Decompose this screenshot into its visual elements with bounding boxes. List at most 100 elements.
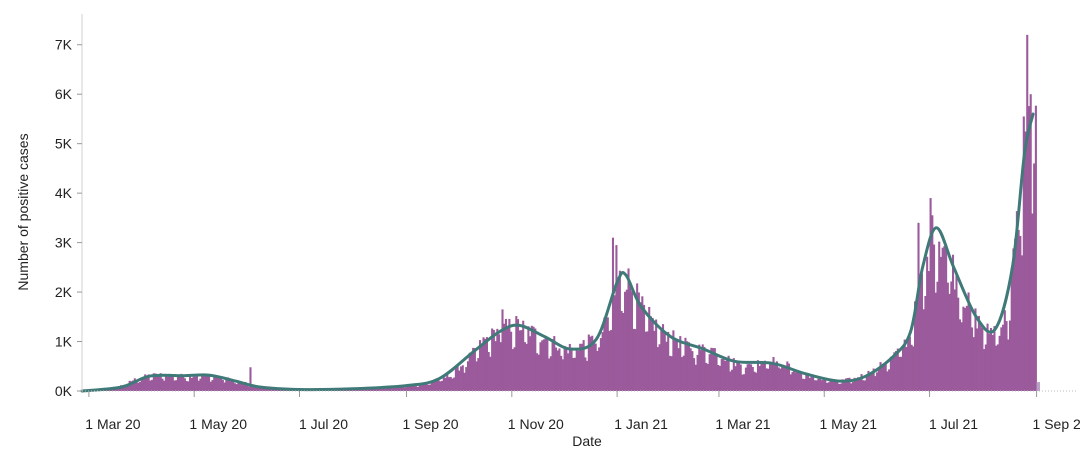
daily-case-bar (494, 341, 497, 391)
daily-case-bar (670, 356, 673, 391)
daily-case-bar (953, 289, 956, 391)
daily-case-bar (931, 215, 934, 391)
daily-case-bar (441, 380, 444, 391)
daily-case-bar (819, 378, 822, 391)
daily-case-bar (370, 388, 373, 391)
daily-case-bar (577, 350, 580, 391)
daily-case-bar (537, 354, 540, 391)
daily-case-bar (796, 371, 799, 391)
daily-case-bar (453, 377, 456, 391)
daily-case-bar (753, 371, 756, 391)
daily-case-bar (958, 319, 961, 391)
daily-case-bar (831, 380, 834, 391)
daily-case-bar (896, 348, 899, 391)
daily-case-bar (377, 387, 380, 391)
daily-case-bar (192, 376, 195, 391)
daily-case-bar (180, 373, 183, 391)
daily-case-bar (359, 389, 362, 391)
daily-case-bar (998, 335, 1001, 391)
daily-case-bar (703, 347, 706, 391)
daily-case-bar (872, 368, 875, 391)
daily-case-bar (244, 381, 247, 391)
daily-case-bar (803, 378, 806, 391)
daily-case-bar (860, 374, 863, 391)
daily-case-bar (970, 327, 974, 391)
daily-case-bar (756, 360, 760, 391)
daily-case-bar (508, 318, 511, 391)
daily-case-bar (601, 332, 604, 391)
daily-case-bar (863, 380, 867, 391)
daily-case-bar (649, 316, 652, 391)
daily-case-bar (632, 328, 635, 391)
daily-case-bar (608, 330, 611, 391)
daily-case-bar (596, 350, 599, 391)
daily-case-bar (567, 353, 570, 391)
daily-case-bar (242, 382, 245, 391)
daily-case-bar (926, 256, 929, 391)
daily-case-bar (501, 309, 504, 391)
daily-case-bar (1010, 267, 1013, 391)
daily-case-bar (772, 357, 775, 391)
daily-case-bar (858, 378, 861, 391)
daily-case-bar (624, 291, 627, 391)
daily-case-bar (974, 308, 977, 391)
daily-case-bar (1002, 324, 1005, 391)
daily-case-bar (394, 387, 397, 391)
daily-case-bar (661, 324, 665, 391)
daily-case-bar (881, 365, 884, 391)
daily-case-bar (446, 375, 449, 391)
daily-case-bar (853, 377, 856, 391)
daily-case-bar (851, 382, 854, 391)
daily-case-bar (251, 384, 254, 391)
daily-case-bar (760, 363, 763, 391)
daily-case-bar (211, 380, 214, 391)
daily-case-bar (123, 384, 126, 391)
daily-case-bar (204, 373, 207, 391)
daily-case-bar (463, 372, 466, 391)
daily-case-bar (1027, 106, 1031, 391)
daily-case-bar (228, 378, 231, 391)
daily-case-bar (558, 348, 561, 391)
daily-case-bar (763, 360, 766, 391)
x-tick-label: 1 Sep 21 (1033, 416, 1080, 432)
daily-case-bar (239, 381, 242, 391)
daily-case-bar (187, 381, 190, 391)
daily-case-bar (781, 365, 784, 391)
daily-case-bar (149, 380, 152, 391)
daily-case-bar (836, 381, 839, 391)
daily-case-bar (144, 374, 147, 391)
daily-case-bar (530, 325, 533, 391)
daily-case-bar (1014, 238, 1017, 391)
daily-case-bar (976, 328, 979, 391)
daily-case-bar (247, 386, 250, 391)
daily-case-bar (1029, 94, 1032, 391)
daily-case-bar (637, 292, 640, 391)
daily-case-bar (834, 379, 837, 391)
daily-case-bar (641, 296, 644, 391)
daily-case-bar (770, 364, 773, 391)
daily-case-bar (170, 375, 173, 391)
daily-case-bar (977, 315, 980, 391)
daily-case-bar (1017, 229, 1020, 391)
daily-case-bar (630, 291, 633, 391)
daily-case-bar (960, 322, 963, 391)
daily-case-bar (884, 362, 887, 391)
daily-case-bar (365, 388, 368, 391)
daily-case-bar (553, 336, 556, 391)
daily-case-bar (663, 333, 666, 391)
daily-case-bar (996, 344, 999, 391)
daily-case-bar (270, 388, 273, 391)
daily-case-bar (813, 380, 816, 391)
daily-case-bar (539, 342, 542, 391)
daily-case-bar (1024, 131, 1027, 391)
daily-case-bar (209, 381, 212, 391)
daily-case-bar (520, 330, 523, 391)
daily-case-bar (634, 329, 637, 391)
daily-case-bar (240, 382, 243, 391)
daily-case-bar (936, 281, 939, 391)
daily-case-bar (839, 383, 842, 391)
daily-case-bar (605, 318, 608, 391)
daily-case-bar (620, 310, 623, 391)
daily-case-bar (877, 368, 880, 391)
